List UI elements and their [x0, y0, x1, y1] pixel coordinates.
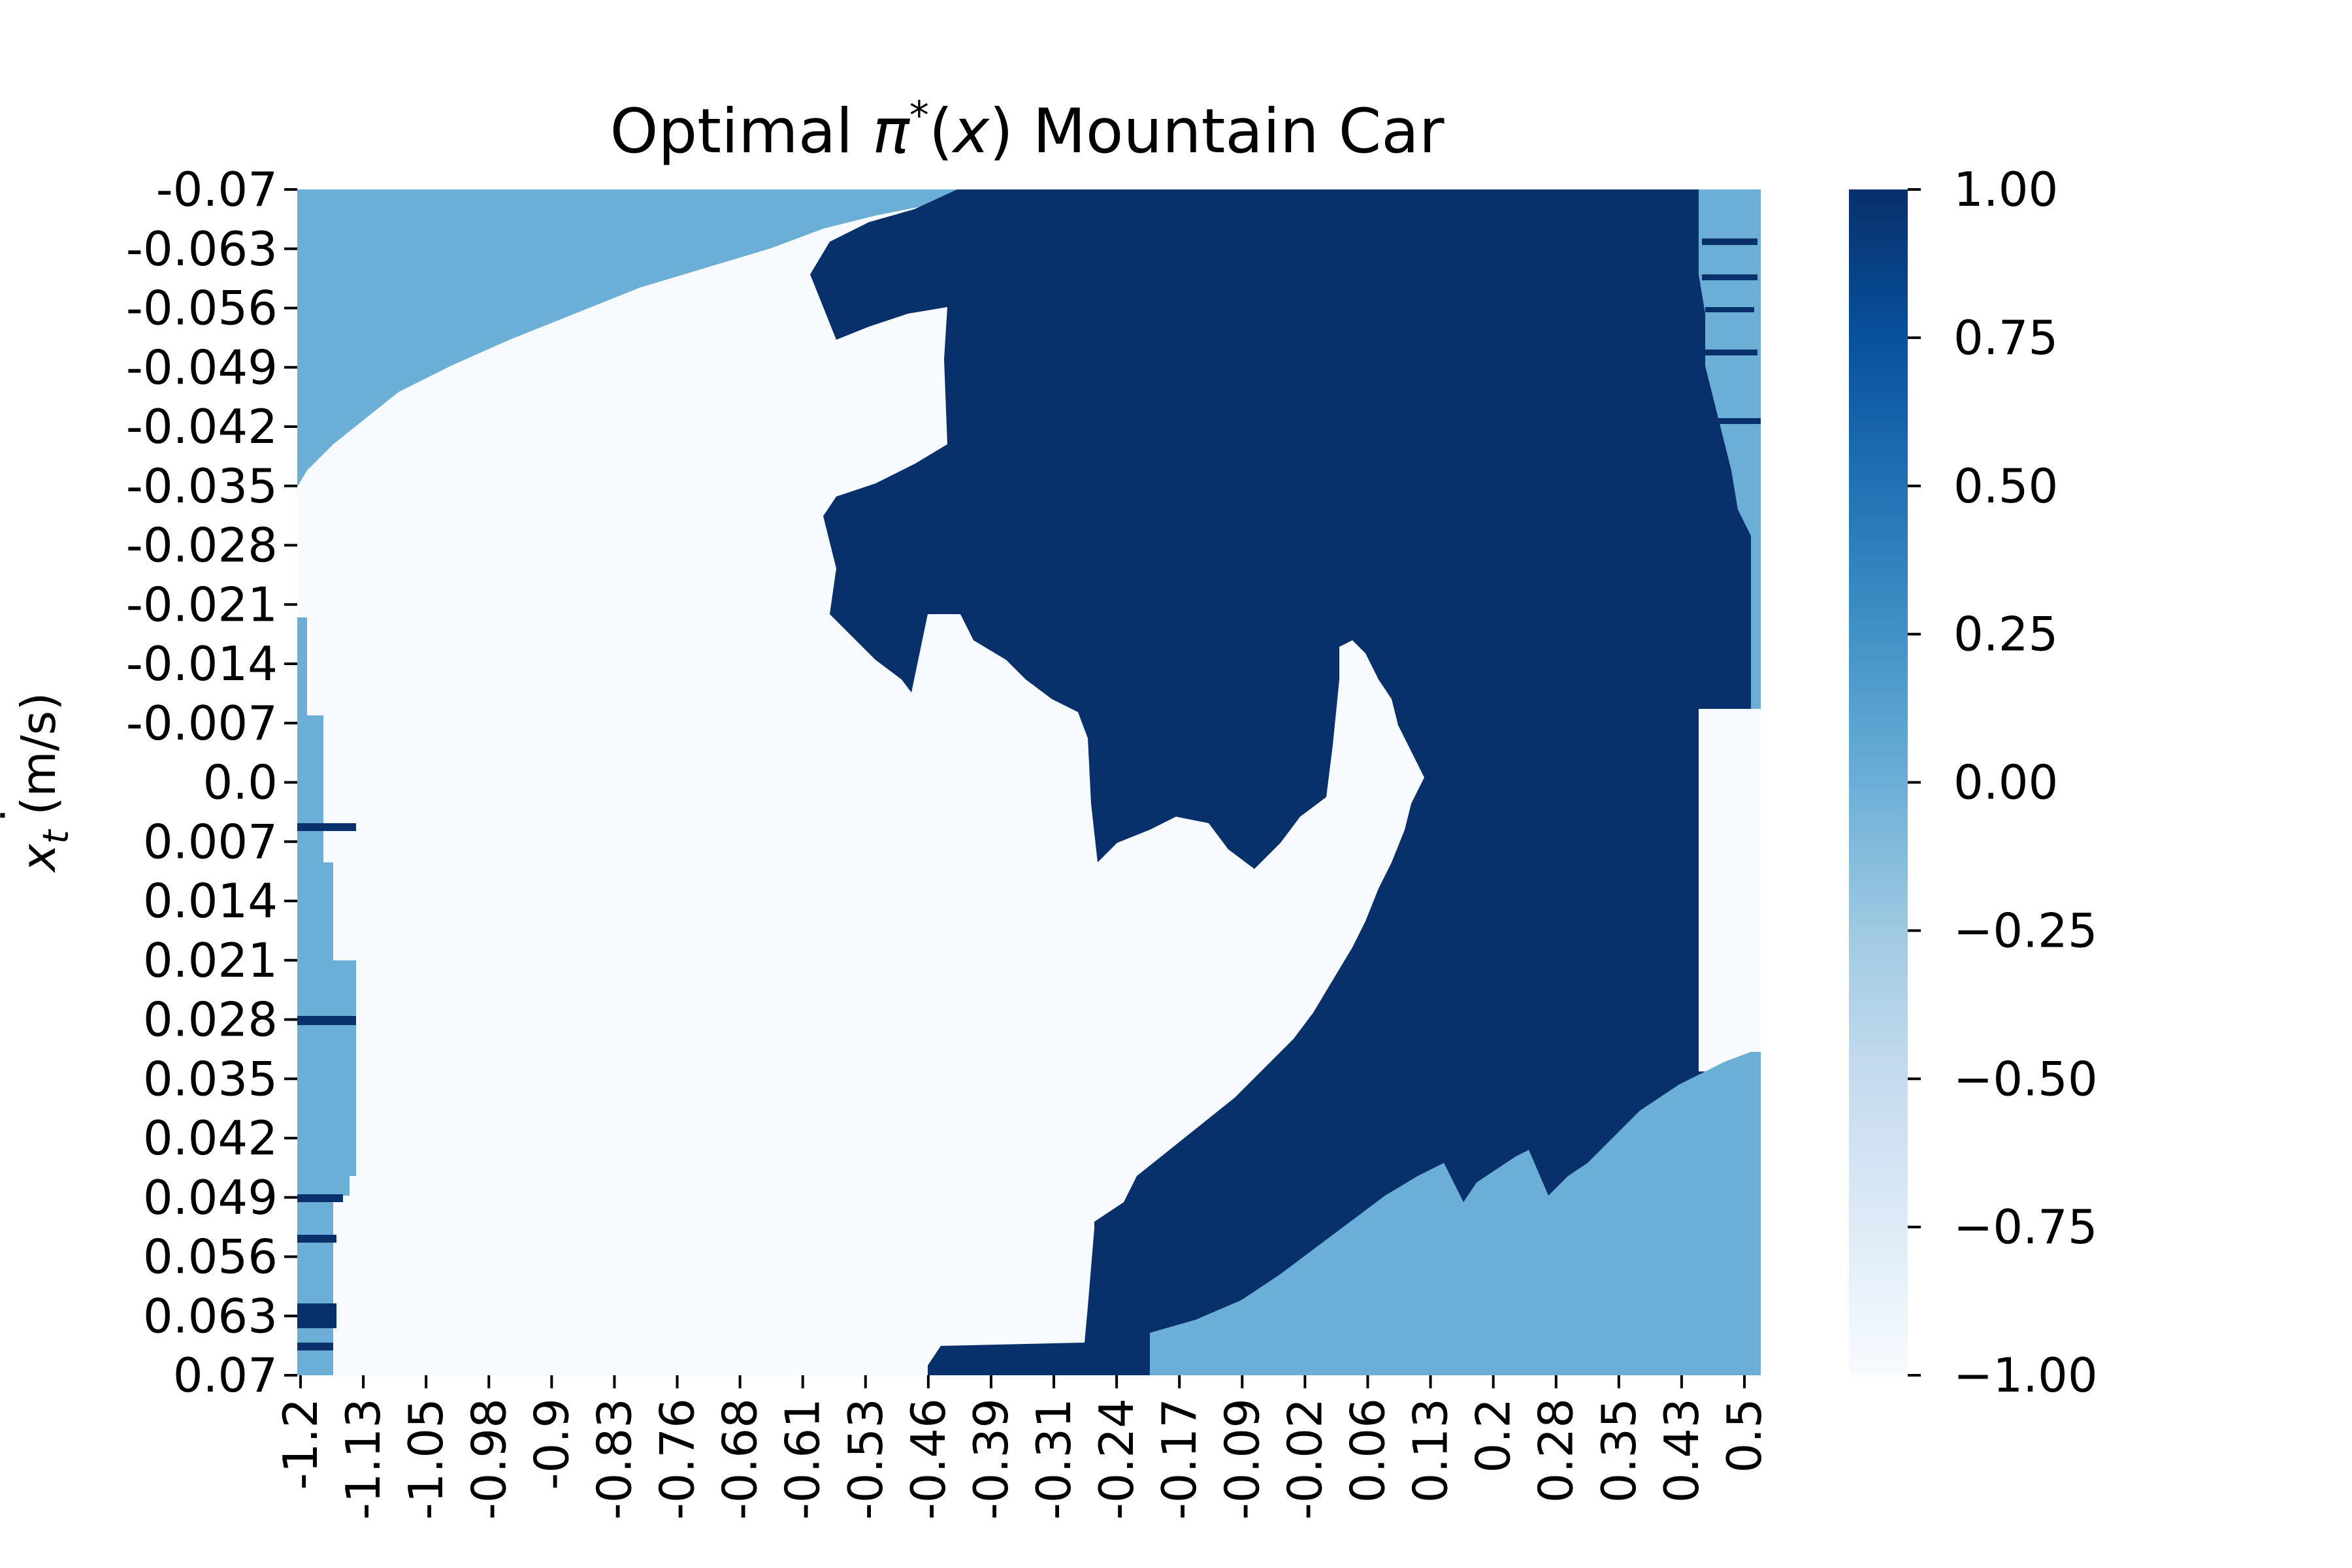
x-tick-label: 0.2	[1466, 1398, 1521, 1473]
region-no-push-upper-left	[297, 189, 1000, 487]
speckle-band	[297, 823, 356, 831]
speckle-band	[1702, 274, 1757, 280]
speckle-band	[1705, 307, 1754, 312]
y-tick-label: -0.042	[126, 399, 278, 454]
speckle-band	[1705, 350, 1757, 355]
colorbar-tick-label: 0.50	[1953, 459, 2058, 514]
speckle-band	[297, 1343, 333, 1350]
colorbar-ticks: 1.00 0.75 0.50 0.25 0.00 −0.25 −0.50 −0.75 −1.00	[1908, 162, 2098, 1403]
colorbar	[1849, 189, 1908, 1375]
speckle-band	[1715, 418, 1761, 424]
region-no-push-right-edge	[1699, 189, 1761, 709]
speckle-band	[297, 1303, 336, 1328]
y-tick-label: 0.0	[203, 755, 278, 810]
x-tick-label: -0.31	[1026, 1398, 1081, 1520]
x-tick-label: 0.13	[1403, 1398, 1458, 1503]
heatmap-plot-area	[297, 189, 1761, 1375]
y-tick-label: 0.028	[143, 992, 278, 1047]
colorbar-tick-label: 0.25	[1953, 607, 2058, 662]
x-tick-label: -0.9	[524, 1398, 579, 1490]
x-tick-label: 0.06	[1340, 1398, 1395, 1503]
chart-title: Optimal π*(x) Mountain Car	[610, 93, 1445, 167]
y-tick-label: -0.014	[126, 636, 278, 691]
y-axis-label-dot: ˙	[0, 804, 47, 827]
x-tick-label: -0.61	[776, 1398, 830, 1520]
colorbar-tick-label: 1.00	[1953, 162, 2058, 217]
x-tick-label: -0.53	[838, 1398, 893, 1520]
speckle-band	[297, 1235, 336, 1243]
y-tick-label: -0.028	[126, 518, 278, 573]
y-tick-label: 0.035	[143, 1051, 278, 1106]
x-tick-label: -1.13	[336, 1398, 391, 1520]
x-tick-label: -0.39	[964, 1398, 1019, 1520]
y-tick-label: -0.063	[126, 221, 278, 276]
x-tick-label: -1.2	[273, 1398, 328, 1490]
region-push-right-upper	[810, 189, 1761, 1375]
x-tick-label: -0.98	[461, 1398, 516, 1520]
speckle-band	[297, 1016, 356, 1025]
y-tick-label: 0.014	[143, 874, 278, 928]
colorbar-tick-label: −0.25	[1953, 903, 2098, 958]
y-tick-label: 0.007	[143, 814, 278, 869]
x-tick-label: -0.17	[1152, 1398, 1207, 1520]
y-tick-label: -0.07	[156, 162, 278, 217]
region-no-push-left-edge	[297, 617, 356, 1375]
y-tick-label: 0.063	[143, 1288, 278, 1343]
x-tick-label: 0.28	[1529, 1398, 1584, 1503]
x-tick-label: -0.76	[650, 1398, 705, 1520]
colorbar-tick-label: 0.75	[1953, 310, 2058, 365]
region-no-push-lower-right	[1150, 1052, 1761, 1375]
x-tick-label: -0.24	[1089, 1398, 1144, 1520]
x-tick-label: -0.83	[587, 1398, 642, 1520]
y-tick-label: 0.049	[143, 1170, 278, 1225]
colorbar-tick-label: −1.00	[1953, 1348, 2098, 1403]
colorbar-tick-label: 0.00	[1953, 755, 2058, 810]
y-tick-label: -0.049	[126, 340, 278, 395]
y-tick-label: 0.042	[143, 1111, 278, 1166]
x-tick-label: -1.05	[399, 1398, 453, 1520]
y-tick-label: -0.007	[126, 696, 278, 751]
y-tick-label: 0.07	[173, 1348, 278, 1403]
x-tick-label: -0.02	[1277, 1398, 1332, 1520]
y-axis-ticks: -0.07-0.063-0.056-0.049-0.042-0.035-0.02…	[126, 162, 297, 1403]
x-tick-label: 0.5	[1717, 1398, 1772, 1473]
speckle-band	[1702, 238, 1757, 245]
x-tick-label: -0.68	[713, 1398, 768, 1520]
x-tick-label: 0.43	[1654, 1398, 1709, 1503]
y-tick-label: -0.056	[126, 281, 278, 336]
colorbar-tick-label: −0.50	[1953, 1051, 2098, 1106]
x-tick-label: 0.35	[1592, 1398, 1646, 1503]
y-tick-label: -0.035	[126, 459, 278, 514]
y-tick-label: -0.021	[126, 577, 278, 632]
x-tick-label: -0.46	[901, 1398, 956, 1520]
colorbar-tick-label: −0.75	[1953, 1200, 2098, 1254]
x-tick-label: -0.09	[1215, 1398, 1269, 1520]
y-tick-label: 0.056	[143, 1230, 278, 1284]
speckle-band	[297, 1194, 343, 1202]
y-axis-label: xt (m/s)	[11, 693, 76, 874]
x-axis-ticks: -1.2 -1.13 -1.05 -0.98 -0.9 -0.83 -0.76 -0.68 -0…	[273, 1375, 1772, 1520]
y-tick-label: 0.021	[143, 933, 278, 988]
